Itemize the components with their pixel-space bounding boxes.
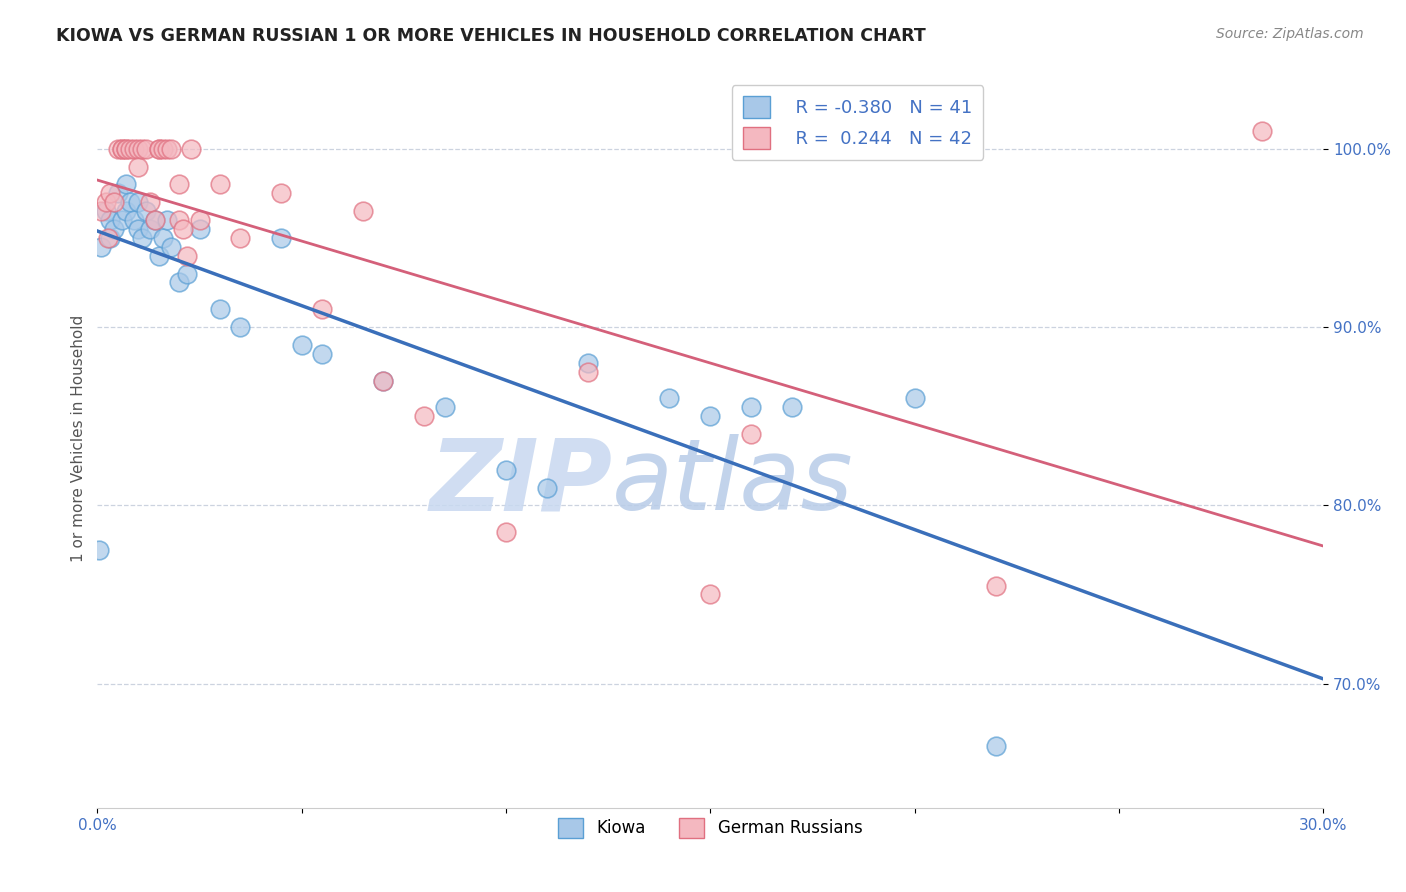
Point bbox=[148, 142, 170, 156]
Point bbox=[176, 249, 198, 263]
Point bbox=[103, 195, 125, 210]
Point bbox=[167, 213, 190, 227]
Point bbox=[208, 302, 231, 317]
Point bbox=[139, 195, 162, 210]
Point bbox=[107, 186, 129, 201]
Y-axis label: 1 or more Vehicles in Household: 1 or more Vehicles in Household bbox=[72, 315, 86, 562]
Point bbox=[160, 240, 183, 254]
Text: atlas: atlas bbox=[612, 434, 853, 532]
Point bbox=[89, 542, 111, 557]
Point bbox=[576, 356, 599, 370]
Point bbox=[148, 142, 170, 156]
Point bbox=[373, 374, 395, 388]
Point bbox=[148, 249, 170, 263]
Point bbox=[115, 142, 138, 156]
Point bbox=[111, 142, 134, 156]
Point bbox=[118, 195, 141, 210]
Point bbox=[156, 213, 179, 227]
Point bbox=[176, 267, 198, 281]
Point bbox=[90, 204, 112, 219]
Point bbox=[118, 142, 141, 156]
Point bbox=[115, 142, 138, 156]
Point bbox=[160, 142, 183, 156]
Point bbox=[139, 222, 162, 236]
Point bbox=[576, 365, 599, 379]
Text: Source: ZipAtlas.com: Source: ZipAtlas.com bbox=[1216, 27, 1364, 41]
Point bbox=[98, 186, 121, 201]
Point bbox=[127, 160, 149, 174]
Point bbox=[495, 463, 517, 477]
Point bbox=[740, 427, 762, 442]
Point bbox=[90, 240, 112, 254]
Point bbox=[127, 195, 149, 210]
Point bbox=[986, 739, 1008, 753]
Point bbox=[172, 222, 194, 236]
Point bbox=[152, 231, 174, 245]
Point bbox=[111, 213, 134, 227]
Point bbox=[98, 231, 121, 245]
Point bbox=[127, 142, 149, 156]
Point bbox=[115, 178, 138, 192]
Point bbox=[229, 231, 252, 245]
Point bbox=[98, 213, 121, 227]
Legend: Kiowa, German Russians: Kiowa, German Russians bbox=[551, 811, 869, 845]
Point bbox=[311, 302, 333, 317]
Point bbox=[699, 587, 721, 601]
Point bbox=[352, 204, 374, 219]
Point bbox=[433, 401, 456, 415]
Point bbox=[107, 142, 129, 156]
Text: KIOWA VS GERMAN RUSSIAN 1 OR MORE VEHICLES IN HOUSEHOLD CORRELATION CHART: KIOWA VS GERMAN RUSSIAN 1 OR MORE VEHICL… bbox=[56, 27, 927, 45]
Point bbox=[270, 231, 292, 245]
Point bbox=[986, 578, 1008, 592]
Point bbox=[180, 142, 202, 156]
Point bbox=[122, 213, 145, 227]
Point bbox=[311, 347, 333, 361]
Point bbox=[699, 409, 721, 424]
Point bbox=[291, 338, 314, 352]
Point bbox=[495, 525, 517, 540]
Point bbox=[156, 142, 179, 156]
Point bbox=[1251, 124, 1274, 138]
Point bbox=[740, 401, 762, 415]
Point bbox=[122, 142, 145, 156]
Point bbox=[135, 142, 157, 156]
Point bbox=[229, 320, 252, 334]
Point bbox=[152, 142, 174, 156]
Point bbox=[143, 213, 166, 227]
Point bbox=[111, 142, 134, 156]
Point bbox=[658, 392, 681, 406]
Point bbox=[94, 195, 117, 210]
Point bbox=[270, 186, 292, 201]
Point bbox=[188, 213, 211, 227]
Point bbox=[904, 392, 927, 406]
Point bbox=[208, 178, 231, 192]
Point bbox=[413, 409, 436, 424]
Point bbox=[188, 222, 211, 236]
Point bbox=[780, 401, 803, 415]
Point bbox=[131, 142, 153, 156]
Point bbox=[94, 204, 117, 219]
Point bbox=[115, 204, 138, 219]
Point bbox=[127, 222, 149, 236]
Point bbox=[167, 178, 190, 192]
Text: ZIP: ZIP bbox=[429, 434, 612, 532]
Point bbox=[97, 231, 120, 245]
Point bbox=[143, 213, 166, 227]
Point bbox=[167, 276, 190, 290]
Point bbox=[373, 374, 395, 388]
Point bbox=[103, 222, 125, 236]
Point bbox=[135, 204, 157, 219]
Point bbox=[131, 231, 153, 245]
Point bbox=[536, 481, 558, 495]
